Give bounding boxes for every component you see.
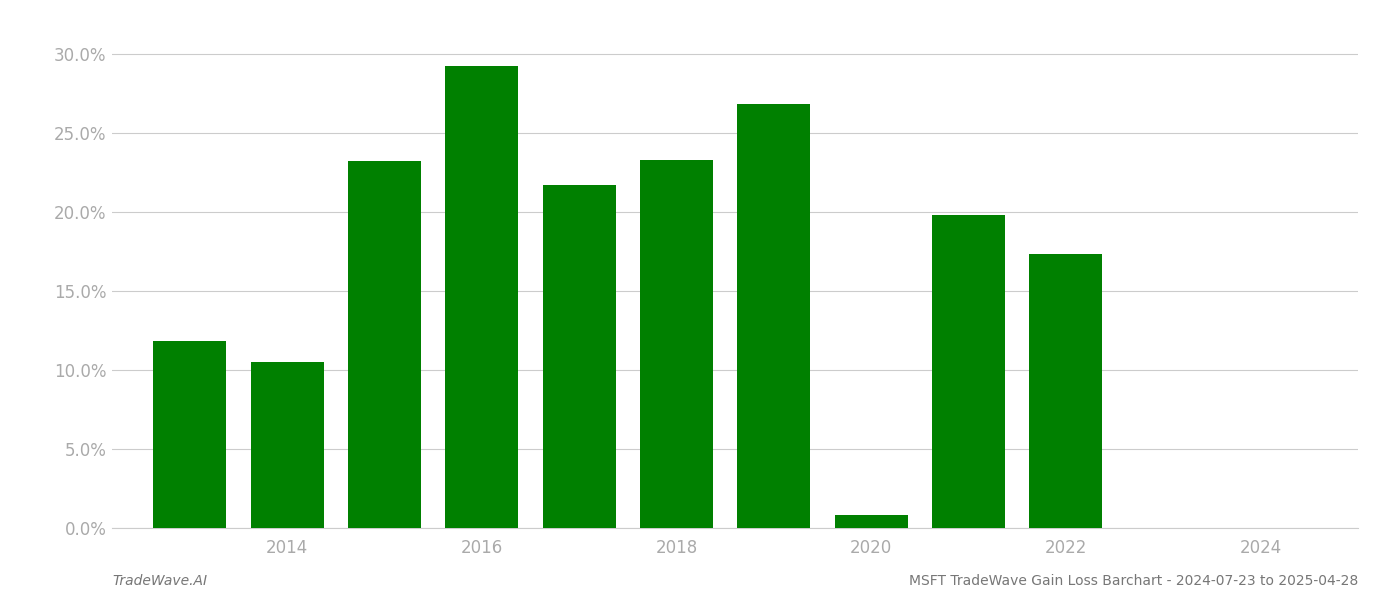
Bar (445, 67, 518, 528)
Bar (349, 161, 421, 528)
Bar (251, 362, 323, 528)
Text: TradeWave.AI: TradeWave.AI (112, 574, 207, 588)
Bar (640, 160, 713, 528)
Bar (834, 515, 907, 528)
Bar (543, 185, 616, 528)
Bar (932, 215, 1005, 528)
Bar (154, 341, 227, 528)
Text: MSFT TradeWave Gain Loss Barchart - 2024-07-23 to 2025-04-28: MSFT TradeWave Gain Loss Barchart - 2024… (909, 574, 1358, 588)
Bar (738, 104, 811, 528)
Bar (1029, 254, 1102, 528)
